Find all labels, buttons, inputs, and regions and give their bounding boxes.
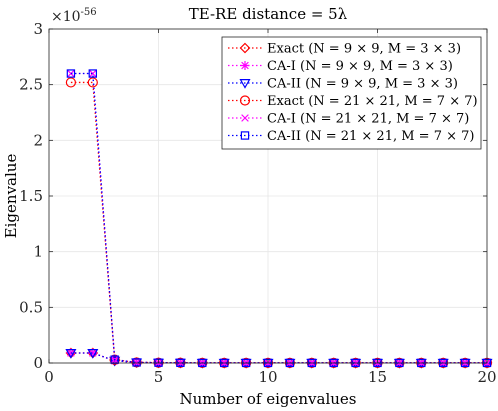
data-point-triangle [65,349,77,359]
legend-entry: Exact (N = 9 × 9, M = 3 × 3) [228,42,461,57]
y-tick-label: 2.5 [19,76,43,94]
y-tick-label: 2 [33,131,43,149]
data-point-triangle [87,349,99,359]
legend-label: CA-II (N = 21 × 21, M = 7 × 7) [267,129,474,144]
legend-entry: Exact (N = 21 × 21, M = 7 × 7) [228,94,478,109]
x-tick-label: 5 [154,368,164,386]
legend-box [221,36,482,150]
y-exponent-base: ×10 [51,9,81,25]
x-axis-label: Number of eigenvalues [179,390,356,408]
y-axis-label: Eigenvalue [2,154,20,239]
y-tick-label: 0 [33,354,43,372]
x-tick-label: 15 [368,368,387,386]
data-point-x [132,358,141,367]
legend-label: Exact (N = 21 × 21, M = 7 × 7) [267,94,478,109]
x-tick-label: 10 [258,368,277,386]
legend-entry: CA-II (N = 9 × 9, M = 3 × 3) [228,77,458,92]
y-tick-label: 1.5 [19,187,43,205]
data-point-asterisk [240,61,250,70]
data-point-circle [239,95,251,106]
legend-label: Exact (N = 9 × 9, M = 3 × 3) [267,42,461,57]
data-point-square [66,69,76,78]
x-tick-label: 0 [44,368,54,386]
x-tick-label: 20 [477,368,496,386]
data-point-square [240,131,250,140]
legend-entry: CA-I (N = 21 × 21, M = 7 × 7) [228,112,469,127]
y-tick-label: 0.5 [19,298,43,316]
data-point-triangle [239,79,251,89]
axes-layer: 0 5 10 15 20 0 0.5 1 1.5 2 2.5 3 [19,20,496,386]
data-point-diamond [239,42,251,54]
data-point-circle [65,77,77,88]
y-tick-label: 3 [33,20,43,38]
y-exponent-label: ×10-56 [51,7,97,25]
y-tick-label: 1 [33,243,43,261]
data-point-square [88,69,97,78]
legend: Exact (N = 9 × 9, M = 3 × 3) CA-I (N = 9 … [221,36,482,150]
legend-label: CA-I (N = 9 × 9, M = 3 × 3) [267,59,453,74]
data-point-circle [131,357,142,368]
data-point-circle [87,77,98,88]
data-point-x [241,114,249,122]
data-point-square [132,358,141,367]
y-exponent-power: -56 [81,7,97,18]
legend-entry: CA-I (N = 9 × 9, M = 3 × 3) [228,59,453,74]
legend-entry: CA-II (N = 21 × 21, M = 7 × 7) [228,129,474,144]
legend-label: CA-I (N = 21 × 21, M = 7 × 7) [267,112,469,127]
data-point-asterisk [88,348,98,358]
chart-title: TE-RE distance = 5λ [189,5,348,23]
legend-label: CA-II (N = 9 × 9, M = 3 × 3) [267,77,458,92]
data-point-x [89,69,97,78]
